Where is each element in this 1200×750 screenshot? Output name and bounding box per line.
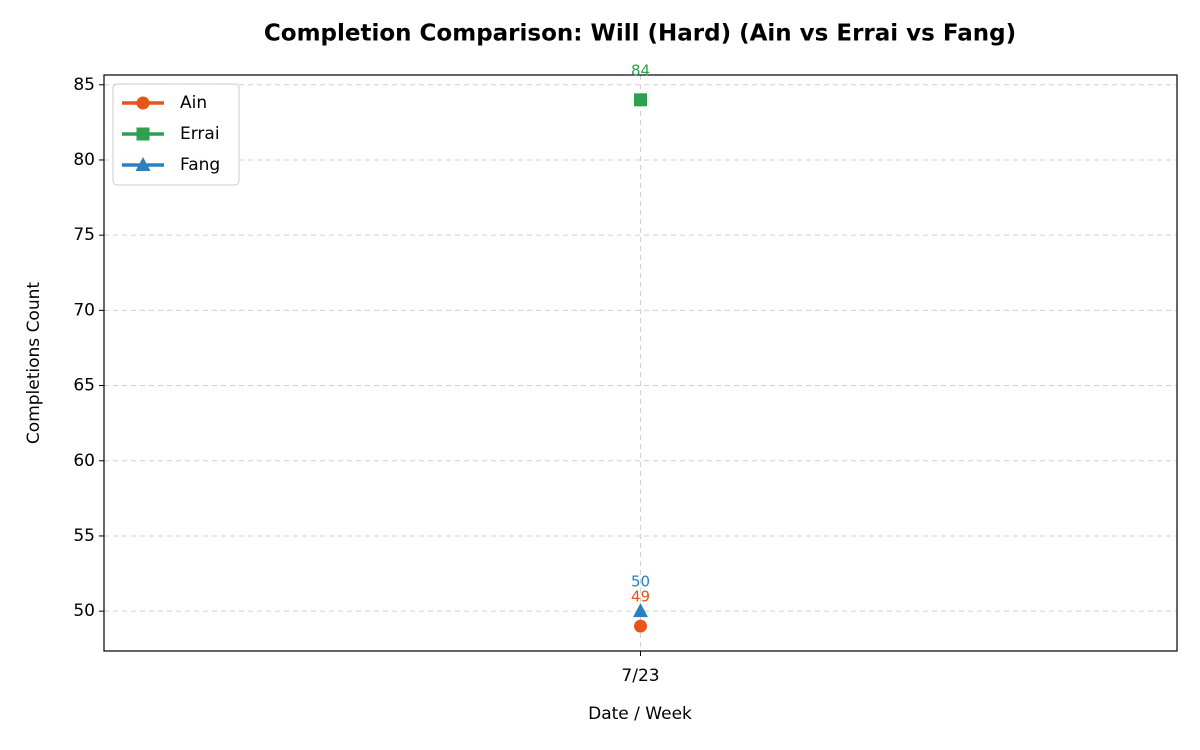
y-tick-label: 70 — [73, 300, 95, 320]
x-tick-label: 7/23 — [621, 666, 659, 686]
legend-label: Errai — [180, 124, 220, 144]
data-label: 50 — [631, 573, 650, 591]
data-label: 84 — [631, 61, 650, 79]
chart-title: Completion Comparison: Will (Hard) (Ain … — [264, 21, 1016, 47]
data-label: 49 — [631, 588, 650, 606]
x-axis-label: Date / Week — [588, 704, 692, 724]
y-tick-label: 85 — [73, 75, 95, 95]
y-tick-label: 50 — [73, 601, 95, 621]
legend-label: Fang — [180, 155, 220, 175]
legend-label: Ain — [180, 93, 207, 113]
y-tick-label: 65 — [73, 376, 95, 396]
y-tick-label: 55 — [73, 526, 95, 546]
y-tick-label: 80 — [73, 150, 95, 170]
legend-marker — [136, 127, 150, 141]
data-point — [633, 603, 648, 618]
data-point — [634, 619, 647, 633]
y-tick-label: 75 — [73, 225, 95, 245]
plot-frame — [103, 74, 1178, 652]
y-axis-label: Completions Count — [24, 282, 44, 444]
legend-marker — [136, 96, 150, 110]
y-tick-label: 60 — [73, 451, 95, 471]
legend-marker — [135, 157, 151, 171]
data-point — [634, 93, 647, 107]
